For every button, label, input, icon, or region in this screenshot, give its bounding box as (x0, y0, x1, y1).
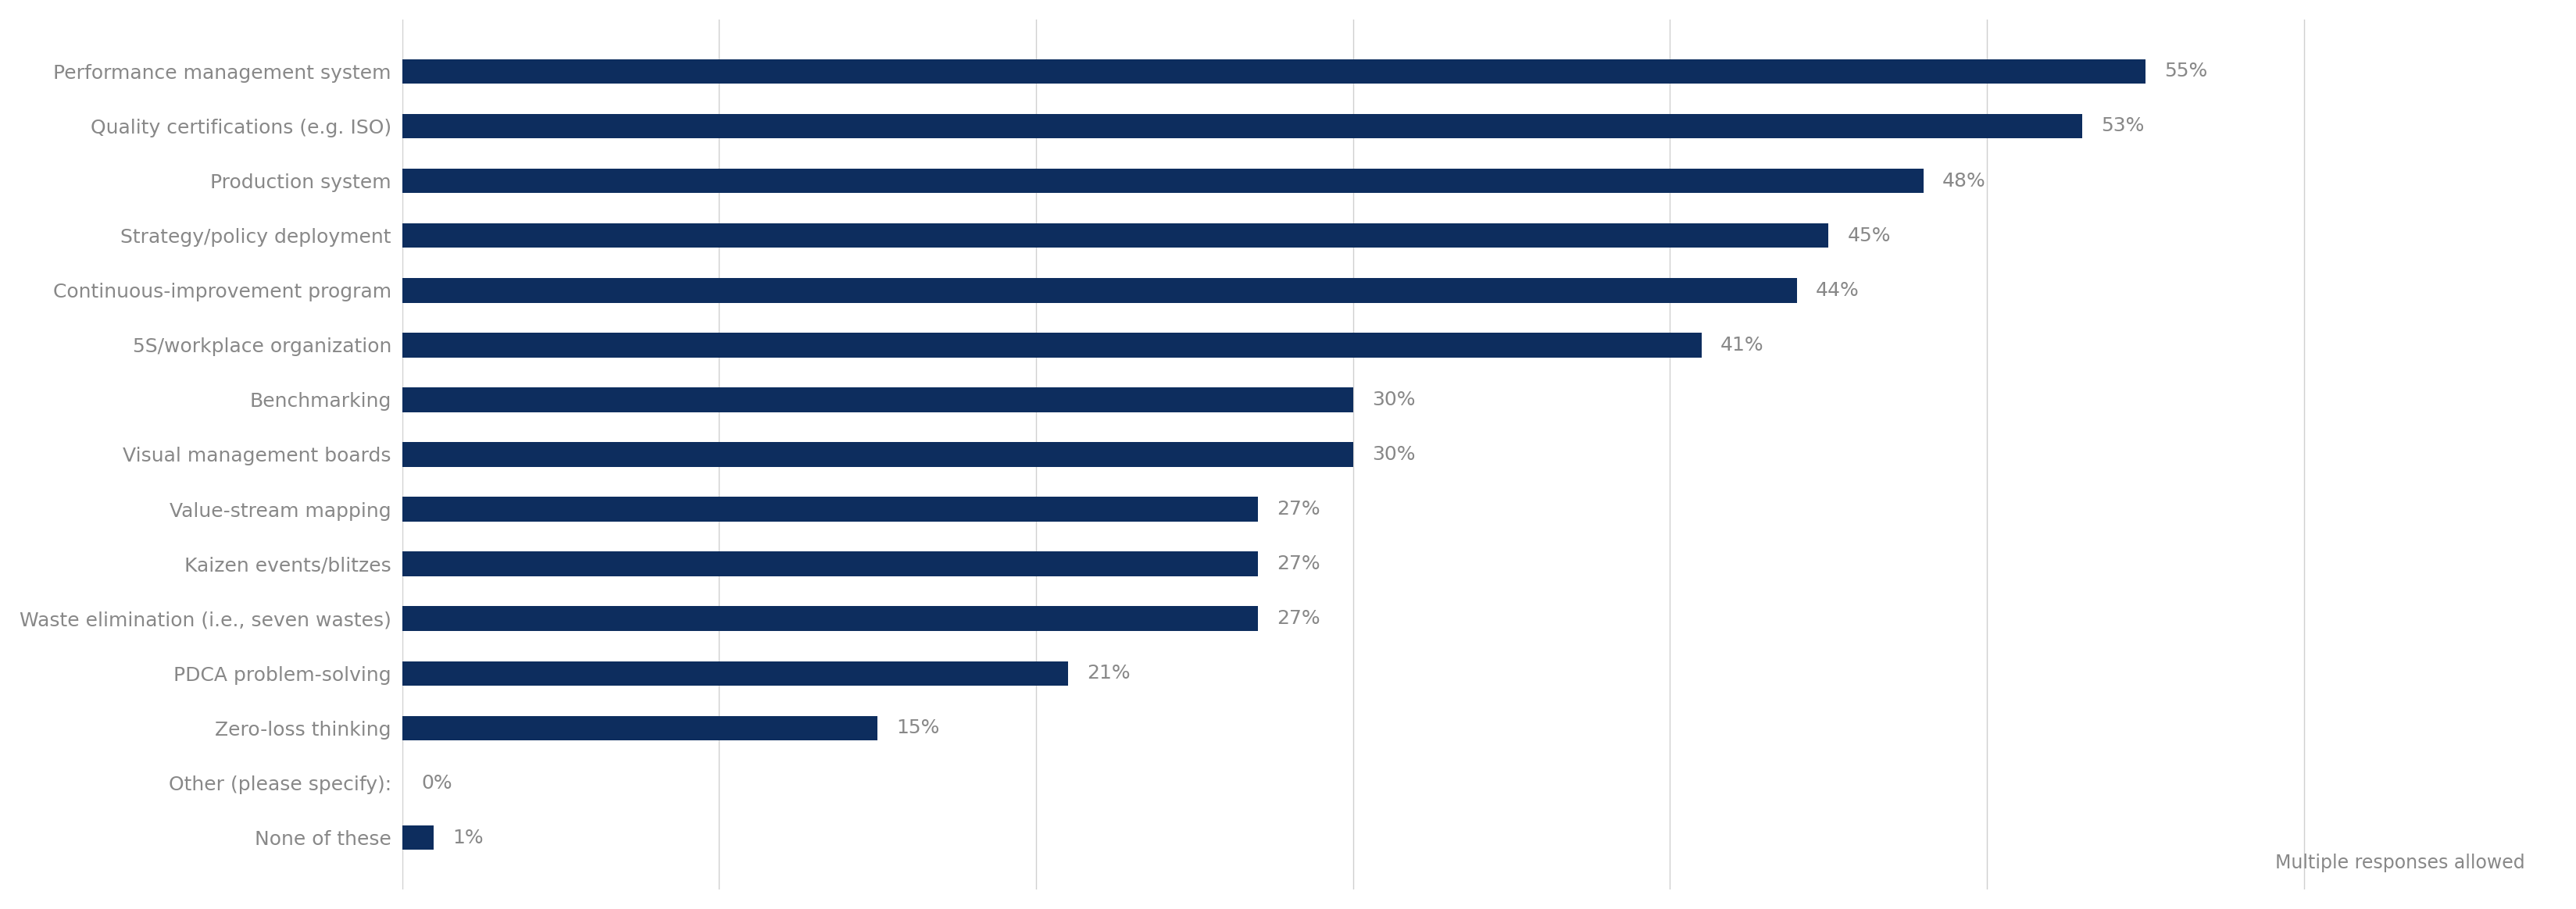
Text: 48%: 48% (1942, 172, 1986, 190)
Bar (402, 224, 1829, 248)
Text: 41%: 41% (1721, 335, 1765, 355)
Text: 1%: 1% (453, 828, 484, 847)
Text: 27%: 27% (1278, 554, 1319, 574)
Bar (402, 333, 1700, 357)
Bar (402, 59, 2146, 84)
Text: 30%: 30% (1370, 445, 1414, 464)
Text: 30%: 30% (1370, 390, 1414, 409)
Text: Multiple responses allowed: Multiple responses allowed (2275, 854, 2524, 873)
Text: 55%: 55% (2164, 62, 2208, 81)
Bar (402, 442, 1352, 467)
Bar (402, 168, 1922, 193)
Text: 44%: 44% (1816, 281, 1860, 300)
Text: 21%: 21% (1087, 664, 1131, 683)
Bar (402, 825, 433, 850)
Bar (402, 661, 1066, 685)
Bar (402, 606, 1257, 631)
Text: 53%: 53% (2099, 116, 2143, 135)
Bar (402, 278, 1795, 303)
Bar (402, 497, 1257, 522)
Text: 27%: 27% (1278, 500, 1319, 519)
Text: 15%: 15% (896, 719, 940, 737)
Bar (402, 114, 2081, 138)
Text: 0%: 0% (420, 774, 451, 793)
Bar (402, 387, 1352, 412)
Text: 45%: 45% (1847, 226, 1891, 245)
Bar (402, 716, 878, 741)
Bar (402, 552, 1257, 576)
Text: 27%: 27% (1278, 609, 1319, 628)
